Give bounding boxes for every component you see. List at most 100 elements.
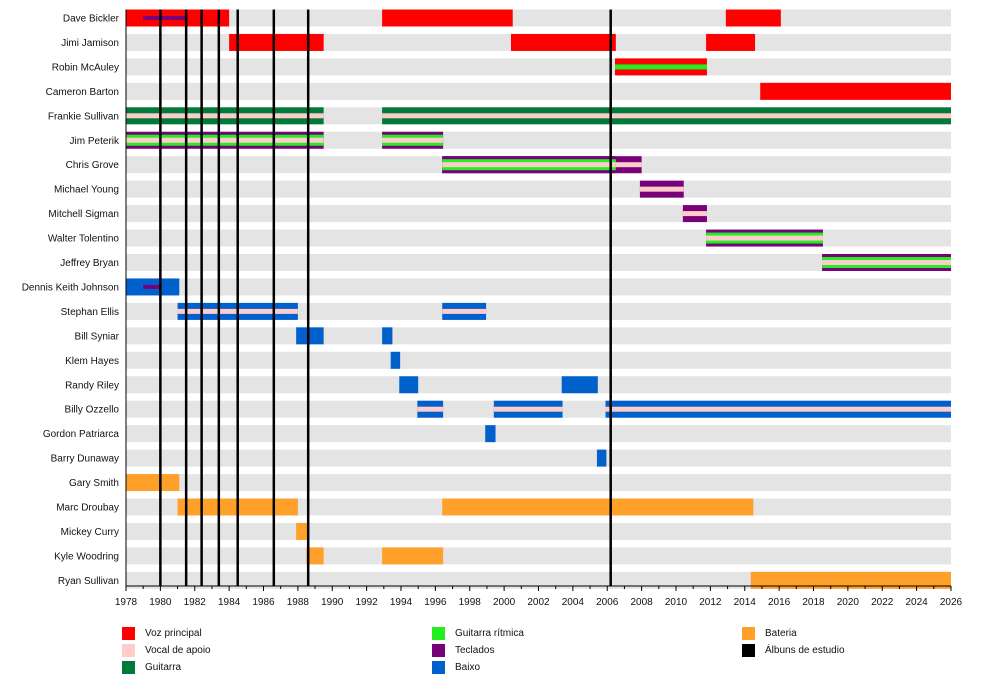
member-name-label: Cameron Barton — [46, 87, 119, 98]
member-name-label: Jimi Jamison — [61, 38, 119, 49]
x-tick-label: 2026 — [940, 597, 963, 608]
member-name-label: Dennis Keith Johnson — [22, 282, 119, 293]
row-background — [126, 302, 951, 320]
member-name-label: Frankie Sullivan — [48, 111, 119, 122]
bar-vocal — [229, 33, 324, 51]
bar-keys-thin — [143, 284, 162, 289]
bar-vocal — [382, 9, 513, 27]
album-lines — [159, 9, 612, 586]
member-name-label: Jeffrey Bryan — [60, 258, 119, 269]
x-tick-label: 2012 — [699, 597, 722, 608]
bar-bass — [296, 327, 324, 345]
member-name-label: Stephan Ellis — [61, 307, 119, 318]
row-background — [126, 327, 951, 345]
bar-rhythm — [614, 64, 707, 70]
row-labels: Dave Bickler Jimi Jamison Robin McAuley Cam… — [22, 14, 120, 587]
x-tick-label: 2010 — [665, 597, 688, 608]
row-background — [126, 180, 951, 198]
x-tick-label: 1982 — [184, 597, 207, 608]
bar-backing — [493, 406, 563, 412]
row-background — [126, 571, 951, 589]
row-background — [126, 351, 951, 369]
member-name-label: Ryan Sullivan — [58, 576, 119, 587]
member-name-label: Bill Syniar — [75, 331, 120, 342]
member-name-label: Klem Hayes — [65, 356, 119, 367]
member-name-label: Randy Riley — [65, 380, 119, 391]
row-background — [126, 449, 951, 467]
bar-backing — [382, 137, 444, 143]
x-tick-label: 2006 — [596, 597, 619, 608]
row-background — [126, 9, 951, 27]
member-name-label: Gary Smith — [69, 478, 119, 489]
bar-backing — [442, 308, 487, 314]
bar-drums — [750, 571, 951, 589]
bar-backing — [126, 113, 324, 119]
row-background — [126, 474, 951, 492]
x-tick-label: 1986 — [252, 597, 275, 608]
x-tick-label: 1994 — [390, 597, 413, 608]
bar-drums — [296, 522, 308, 540]
member-name-label: Mickey Curry — [61, 527, 119, 538]
bar-bass — [399, 376, 419, 394]
member-bars — [126, 9, 951, 589]
bar-backing — [126, 137, 324, 143]
row-background — [126, 376, 951, 394]
bar-bass — [561, 376, 598, 394]
bar-vocal — [706, 33, 756, 51]
bar-bass — [382, 327, 393, 345]
member-name-label: Mitchell Sigman — [48, 209, 119, 220]
x-tick-label: 2008 — [631, 597, 654, 608]
bar-backing — [822, 260, 951, 265]
row-background — [126, 58, 951, 76]
bar-vocal — [760, 82, 951, 100]
x-tick-label: 1980 — [149, 597, 172, 608]
bar-drums — [126, 474, 180, 492]
row-background — [126, 254, 951, 271]
member-name-label: Barry Dunaway — [51, 454, 119, 465]
bar-keys-thin — [143, 16, 187, 20]
row-background — [126, 522, 951, 540]
row-background — [126, 131, 951, 149]
x-tick-label: 1996 — [424, 597, 447, 608]
bar-backing — [417, 406, 444, 412]
x-tick-label: 1998 — [459, 597, 482, 608]
member-name-label: Kyle Woodring — [54, 551, 119, 562]
member-name-label: Dave Bickler — [63, 14, 120, 25]
member-name-label: Billy Ozzello — [65, 405, 120, 416]
row-background — [126, 229, 951, 247]
member-name-label: Walter Tolentino — [48, 234, 120, 245]
x-axis: 1978 1980 1982 1984 1986 1988 1990 1992 1994 1996… — [115, 9, 963, 608]
x-tick-label: 1992 — [356, 597, 379, 608]
x-tick-label: 2018 — [802, 597, 825, 608]
x-tick-label: 2024 — [906, 597, 929, 608]
bar-bass — [485, 425, 496, 443]
bar-bass — [390, 351, 401, 369]
bar-bass — [596, 449, 607, 467]
bar-drums — [442, 498, 754, 516]
bar-backing — [605, 406, 951, 412]
bar-drums — [306, 547, 324, 565]
row-background — [126, 82, 951, 100]
row-background — [126, 425, 951, 443]
x-tick-label: 2016 — [768, 597, 791, 608]
x-tick-label: 2022 — [871, 597, 894, 608]
bar-backing — [382, 113, 951, 119]
member-name-label: Gordon Patriarca — [43, 429, 120, 440]
member-name-label: Robin McAuley — [52, 62, 119, 73]
x-tick-label: 2014 — [734, 597, 757, 608]
row-background — [126, 278, 951, 296]
member-name-label: Chris Grove — [66, 160, 120, 171]
x-tick-label: 2004 — [562, 597, 585, 608]
bar-backing — [639, 186, 684, 192]
bar-backing — [442, 162, 616, 168]
bar-backing — [682, 211, 707, 217]
row-background — [126, 547, 951, 565]
member-name-label: Michael Young — [54, 185, 119, 196]
x-tick-label: 2020 — [837, 597, 860, 608]
row-backgrounds — [126, 9, 951, 589]
row-background — [126, 205, 951, 223]
x-tick-label: 2000 — [493, 597, 516, 608]
x-tick-label: 1990 — [321, 597, 344, 608]
bar-drums — [382, 547, 444, 565]
